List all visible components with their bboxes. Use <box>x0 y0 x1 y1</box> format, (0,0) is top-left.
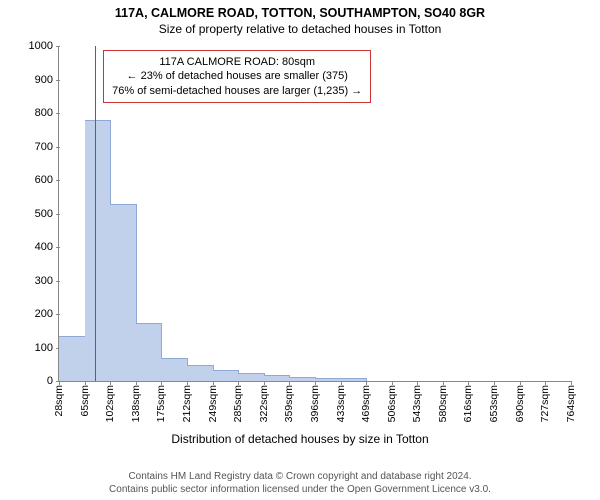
x-tick: 469sqm <box>360 381 372 422</box>
bar <box>264 375 291 381</box>
x-tick: 396sqm <box>309 381 321 422</box>
x-tick: 175sqm <box>155 381 167 422</box>
bar <box>289 377 316 381</box>
footer-line-1: Contains HM Land Registry data © Crown c… <box>0 471 600 484</box>
chart: Number of detached properties 0100200300… <box>0 38 600 448</box>
footer: Contains HM Land Registry data © Crown c… <box>0 471 600 496</box>
y-tick: 600 <box>13 174 59 186</box>
annotation-line: 117A CALMORE ROAD: 80sqm <box>112 55 362 69</box>
x-tick: 433sqm <box>335 381 347 422</box>
bar <box>136 323 163 381</box>
bar <box>315 378 342 381</box>
y-tick: 500 <box>13 208 59 220</box>
footer-line-2: Contains public sector information licen… <box>0 484 600 497</box>
x-tick: 138sqm <box>130 381 142 422</box>
annotation-line: ← 23% of detached houses are smaller (37… <box>112 69 362 83</box>
x-tick: 690sqm <box>514 381 526 422</box>
y-tick: 100 <box>13 342 59 354</box>
y-tick: 300 <box>13 275 59 287</box>
x-tick: 249sqm <box>207 381 219 422</box>
y-tick: 800 <box>13 107 59 119</box>
x-tick: 727sqm <box>539 381 551 422</box>
x-tick: 65sqm <box>79 381 91 417</box>
x-tick: 543sqm <box>411 381 423 422</box>
bar <box>213 370 240 381</box>
x-tick: 102sqm <box>104 381 116 422</box>
page-title: 117A, CALMORE ROAD, TOTTON, SOUTHAMPTON,… <box>0 6 600 22</box>
bar <box>238 373 265 381</box>
x-tick: 285sqm <box>232 381 244 422</box>
bar <box>59 336 86 381</box>
bar <box>187 365 214 381</box>
bar <box>161 358 188 381</box>
x-tick: 653sqm <box>488 381 500 422</box>
annotation-line: 76% of semi-detached houses are larger (… <box>112 84 362 98</box>
bar <box>85 120 112 381</box>
y-tick: 700 <box>13 141 59 153</box>
x-tick: 506sqm <box>386 381 398 422</box>
x-tick: 580sqm <box>437 381 449 422</box>
y-tick: 900 <box>13 74 59 86</box>
x-tick: 616sqm <box>462 381 474 422</box>
plot-area: 0100200300400500600700800900100028sqm65s… <box>58 46 571 382</box>
page-subtitle: Size of property relative to detached ho… <box>0 22 600 37</box>
y-tick: 200 <box>13 308 59 320</box>
annotation-box: 117A CALMORE ROAD: 80sqm← 23% of detache… <box>103 50 371 103</box>
bar <box>110 204 137 381</box>
x-tick: 28sqm <box>53 381 65 417</box>
y-tick: 400 <box>13 241 59 253</box>
y-tick: 1000 <box>13 40 59 52</box>
x-tick: 764sqm <box>565 381 577 422</box>
x-axis-label: Distribution of detached houses by size … <box>0 432 600 446</box>
x-tick: 322sqm <box>258 381 270 422</box>
x-tick: 359sqm <box>283 381 295 422</box>
marker-line <box>95 46 96 381</box>
x-tick: 212sqm <box>181 381 193 422</box>
bar <box>341 378 368 381</box>
